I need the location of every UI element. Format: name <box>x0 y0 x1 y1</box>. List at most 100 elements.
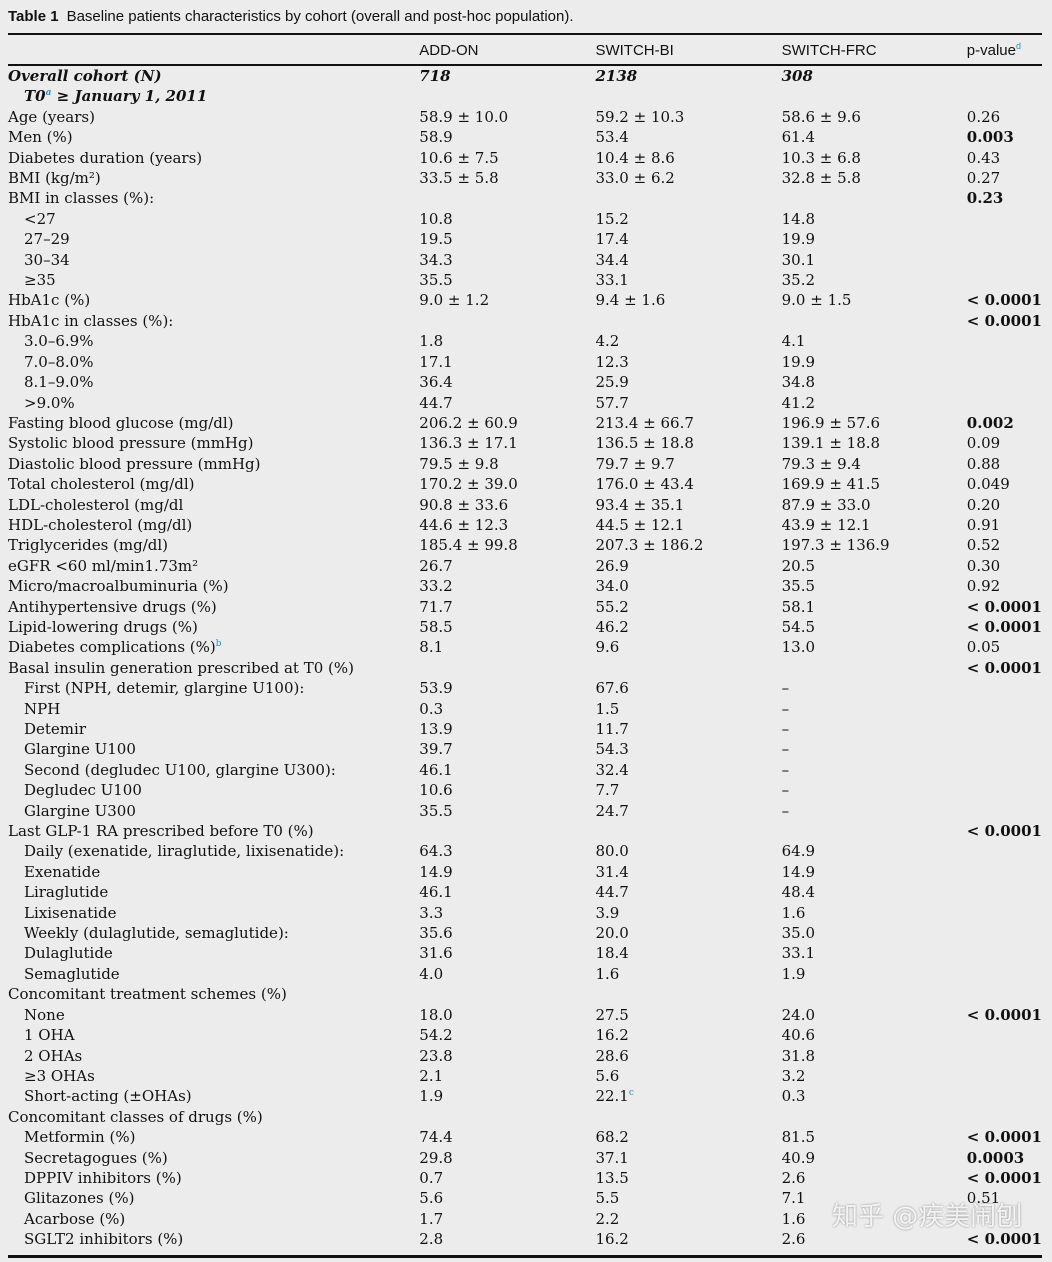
cell-p-value <box>967 862 1042 882</box>
cell-switch-frc <box>782 984 967 1004</box>
table-row: 30–34 34.3 34.4 30.1 <box>8 250 1042 270</box>
col-switch-bi: SWITCH-BI <box>595 41 674 59</box>
cohort-label: Overall cohort (N) <box>8 67 162 85</box>
cell-p-value: < 0.0001 <box>967 821 1042 841</box>
cell-value: 46.2 <box>595 617 629 636</box>
cell-value: 19.9 <box>781 230 816 249</box>
cell-p-value: 0.30 <box>967 556 1042 576</box>
cell-value: 4.2 <box>595 332 620 351</box>
cell-value: 136.3 ± 17.1 <box>419 434 518 453</box>
cell-switch-bi: 33.1 <box>595 270 781 290</box>
cell-value: 20.5 <box>781 556 816 575</box>
cell-value: 5.6 <box>595 1066 620 1085</box>
cell-switch-bi: 16.2 <box>595 1025 781 1045</box>
cell-value: 54.5 <box>781 617 816 636</box>
row-label-text: Total cholesterol (mg/dl) <box>8 475 195 494</box>
cell-switch-frc: – <box>782 678 967 698</box>
footnote-d: d <box>1016 40 1022 51</box>
cell-p-value: 0.003 <box>967 127 1042 147</box>
cell-value: 1.5 <box>595 699 620 718</box>
cell-switch-bi: 20.0 <box>595 923 781 943</box>
row-label-text: 30–34 <box>24 250 70 269</box>
cell-switch-frc: 64.9 <box>782 841 967 861</box>
row-label-text: 1 OHA <box>24 1026 75 1045</box>
cell-value: 32.4 <box>595 760 629 779</box>
t0-row: T0a ≥ January 1, 2011 <box>8 86 1042 106</box>
cell-value: 33.5 ± 5.8 <box>419 169 499 188</box>
cell-switch-bi: 79.7 ± 9.7 <box>595 454 781 474</box>
col-label <box>8 40 419 62</box>
cell-add-on: 44.7 <box>419 393 595 413</box>
cell-add-on: 5.6 <box>419 1188 595 1208</box>
cell-switch-frc <box>782 658 967 678</box>
cell-p-value: 0.002 <box>967 413 1042 433</box>
cell-value: 197.3 ± 136.9 <box>781 536 890 555</box>
cell-value: < 0.0001 <box>966 822 1042 841</box>
cell-switch-frc: 43.9 ± 12.1 <box>782 515 967 535</box>
cell-switch-bi: 32.4 <box>595 760 781 780</box>
table-row: Exenatide 14.9 31.4 14.9 <box>8 862 1042 882</box>
table-row: Concomitant treatment schemes (%) <box>8 984 1042 1004</box>
cell-switch-frc <box>782 821 967 841</box>
table-row: 7.0–8.0% 17.1 12.3 19.9 <box>8 352 1042 372</box>
cell-value: 54.3 <box>595 740 629 759</box>
cell-value: 22.1 <box>595 1087 629 1106</box>
cell-value: < 0.0001 <box>966 1168 1042 1187</box>
cell-switch-bi: 93.4 ± 35.1 <box>595 495 781 515</box>
table-row: Semaglutide 4.0 1.6 1.9 <box>8 964 1042 984</box>
cell-add-on: 74.4 <box>419 1127 595 1147</box>
row-label: 2 OHAs <box>8 1046 419 1066</box>
row-label: 7.0–8.0% <box>8 352 419 372</box>
cell-add-on: 35.6 <box>419 923 595 943</box>
cell-add-on: 3.3 <box>419 903 595 923</box>
row-label: Diastolic blood pressure (mmHg) <box>8 454 419 474</box>
table-row: Secretagogues (%) 29.8 37.1 40.9 0.0003 <box>8 1148 1042 1168</box>
table-row: Age (years) 58.9 ± 10.0 59.2 ± 10.3 58.6 ± … <box>8 107 1042 127</box>
row-label-text: 27–29 <box>24 230 70 249</box>
cell-value: 10.4 ± 8.6 <box>595 148 675 167</box>
row-label-text: Weekly (dulaglutide, semaglutide): <box>24 924 289 943</box>
cell-value: 1.6 <box>595 964 620 983</box>
cell-switch-frc: 196.9 ± 57.6 <box>782 413 967 433</box>
table-row: Basal insulin generation prescribed at T… <box>8 658 1042 678</box>
table-row: Second (degludec U100, glargine U300): 46… <box>8 760 1042 780</box>
row-label: Exenatide <box>8 862 419 882</box>
cell-value: 53.4 <box>595 128 629 147</box>
cell-value: 0.26 <box>966 107 1001 126</box>
cell-value: 35.5 <box>781 577 816 596</box>
row-label: Daily (exenatide, liraglutide, lixisenat… <box>8 841 419 861</box>
cell-value: 1.6 <box>781 903 806 922</box>
table-row: NPH 0.3 1.5 – <box>8 699 1042 719</box>
cell-value: 7.7 <box>595 781 620 800</box>
cell-value: 0.52 <box>966 536 1001 555</box>
cell-add-on: 44.6 ± 12.3 <box>419 515 595 535</box>
cell-switch-frc: 41.2 <box>782 393 967 413</box>
cell-switch-frc: 48.4 <box>782 882 967 902</box>
cell-value: 9.0 ± 1.2 <box>419 291 490 310</box>
row-label: 8.1–9.0% <box>8 372 419 392</box>
cell-add-on: 31.6 <box>419 943 595 963</box>
cell-switch-bi <box>595 984 781 1004</box>
cell-switch-bi: 213.4 ± 66.7 <box>595 413 781 433</box>
cell-add-on: 54.2 <box>419 1025 595 1045</box>
cell-value: < 0.0001 <box>966 311 1042 330</box>
cell-value: 79.5 ± 9.8 <box>419 454 499 473</box>
cell-switch-frc: 3.2 <box>782 1066 967 1086</box>
row-label-text: Men (%) <box>8 128 73 147</box>
row-label-text: Liraglutide <box>24 883 109 902</box>
table-row: Lixisenatide 3.3 3.9 1.6 <box>8 903 1042 923</box>
cell-p-value <box>967 352 1042 372</box>
row-label-text: Glargine U300 <box>24 801 136 820</box>
cell-switch-frc: – <box>782 699 967 719</box>
cell-value: 44.6 ± 12.3 <box>419 515 509 534</box>
cell-switch-frc: 14.9 <box>782 862 967 882</box>
cell-value: 40.9 <box>781 1148 816 1167</box>
cell-add-on: 17.1 <box>419 352 595 372</box>
cell-p-value: 0.0003 <box>967 1148 1042 1168</box>
row-label-text: ≥3 OHAs <box>24 1066 95 1085</box>
cell-value: 43.9 ± 12.1 <box>781 515 871 534</box>
table-row: Lipid-lowering drugs (%) 58.5 46.2 54.5 < 0.… <box>8 617 1042 637</box>
cell-switch-bi: 10.4 ± 8.6 <box>595 148 781 168</box>
row-label-text: Diabetes complications (%) <box>8 638 216 657</box>
cell-add-on: 58.5 <box>419 617 595 637</box>
